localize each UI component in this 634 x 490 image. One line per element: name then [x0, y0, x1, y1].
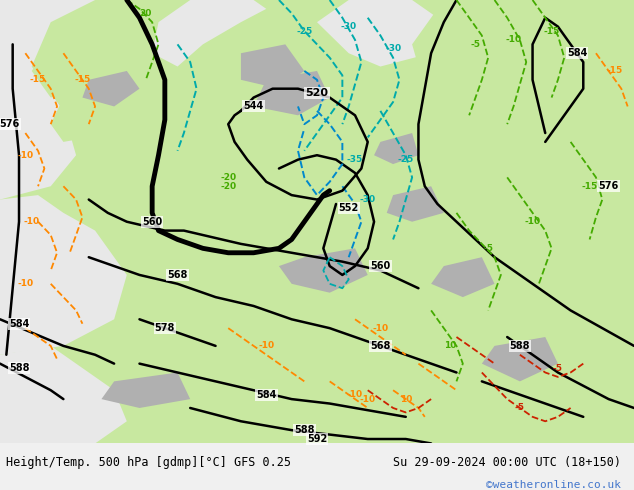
Text: -5: -5 [515, 403, 525, 413]
Text: -5: -5 [553, 364, 563, 372]
Polygon shape [374, 133, 418, 164]
Text: -5: -5 [470, 40, 481, 49]
Text: Su 29-09-2024 00:00 UTC (18+150): Su 29-09-2024 00:00 UTC (18+150) [393, 456, 621, 468]
Text: 576: 576 [0, 119, 20, 129]
Text: 520: 520 [306, 88, 328, 98]
Text: 584: 584 [9, 318, 29, 329]
Polygon shape [32, 35, 114, 98]
Text: 10: 10 [399, 394, 412, 404]
Text: 576: 576 [598, 181, 619, 191]
Text: 588: 588 [9, 363, 29, 373]
Text: -5: -5 [483, 244, 493, 253]
Text: -15: -15 [543, 26, 560, 36]
Text: -10: -10 [258, 342, 275, 350]
Polygon shape [412, 0, 634, 221]
Text: -35: -35 [347, 155, 363, 164]
Text: -30: -30 [385, 44, 401, 53]
Text: -15: -15 [607, 67, 623, 75]
Polygon shape [0, 195, 127, 355]
Text: 592: 592 [307, 434, 327, 444]
Polygon shape [82, 71, 139, 106]
Text: -15: -15 [581, 182, 598, 191]
Text: ©weatheronline.co.uk: ©weatheronline.co.uk [486, 480, 621, 490]
Text: 560: 560 [370, 261, 391, 271]
Polygon shape [254, 71, 330, 115]
Text: -20: -20 [220, 182, 236, 191]
Polygon shape [507, 364, 634, 443]
Text: -10: -10 [347, 390, 363, 399]
Polygon shape [241, 44, 304, 89]
Polygon shape [254, 221, 634, 443]
Text: -10: -10 [17, 279, 34, 288]
Text: -15: -15 [74, 75, 91, 84]
Polygon shape [241, 98, 431, 221]
Polygon shape [279, 248, 368, 293]
Text: 584: 584 [256, 390, 276, 400]
Text: 552: 552 [339, 203, 359, 214]
Polygon shape [51, 80, 139, 142]
Text: -25: -25 [296, 26, 313, 36]
Polygon shape [431, 257, 495, 297]
Text: 10: 10 [444, 342, 456, 350]
Polygon shape [387, 186, 444, 221]
Polygon shape [101, 372, 190, 408]
Text: 568: 568 [167, 270, 188, 280]
Polygon shape [317, 0, 444, 67]
Text: -10: -10 [524, 217, 541, 226]
Text: 20: 20 [139, 9, 152, 18]
Polygon shape [482, 337, 558, 381]
Text: 560: 560 [142, 217, 162, 227]
Text: 584: 584 [567, 48, 587, 58]
Text: 578: 578 [155, 323, 175, 333]
Text: -20: -20 [220, 173, 236, 182]
Text: -30: -30 [340, 22, 357, 31]
Text: -15: -15 [30, 75, 46, 84]
Text: -30: -30 [359, 195, 376, 204]
Text: -10: -10 [17, 151, 34, 160]
Text: 568: 568 [370, 341, 391, 351]
Text: 588: 588 [510, 341, 530, 351]
Polygon shape [152, 0, 266, 67]
Text: -25: -25 [398, 155, 414, 164]
Text: Height/Temp. 500 hPa [gdmp][°C] GFS 0.25: Height/Temp. 500 hPa [gdmp][°C] GFS 0.25 [6, 456, 292, 468]
Polygon shape [0, 0, 95, 199]
Text: 544: 544 [243, 101, 264, 111]
Polygon shape [0, 346, 127, 443]
Text: -10: -10 [372, 324, 389, 333]
Text: -10: -10 [23, 217, 40, 226]
Text: -10: -10 [505, 35, 522, 45]
Polygon shape [393, 377, 507, 443]
Text: -10: -10 [359, 394, 376, 404]
Text: 588: 588 [294, 425, 314, 435]
Polygon shape [95, 111, 178, 177]
